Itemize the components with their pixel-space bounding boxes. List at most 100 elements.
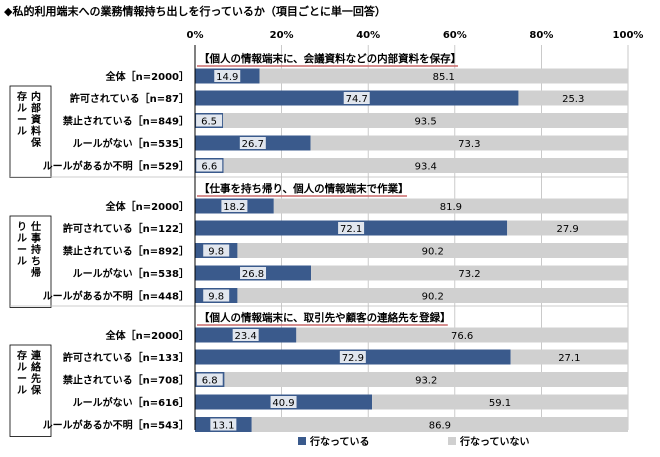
row-label: ルールがない［n=535］: [73, 137, 189, 150]
group-label-char: 料: [31, 125, 41, 138]
group-label-char: 持: [31, 243, 41, 256]
bar-not-doing: [251, 417, 628, 432]
group-label-char: ル: [17, 257, 27, 268]
value-label-bg: [203, 289, 230, 302]
group-label-char: 保: [30, 136, 42, 149]
value-label-doing: 9.8: [208, 247, 224, 258]
row-label: 全体［n=2000］: [105, 329, 189, 342]
bar-not-doing: [237, 243, 628, 258]
group-label-char: ル: [17, 127, 27, 138]
value-label-doing: 74.7: [346, 94, 368, 105]
group-label-char: 存: [17, 90, 27, 103]
x-tick-label: 40%: [356, 30, 380, 41]
group-label-char: 資: [31, 113, 41, 126]
value-label-not-doing: 81.9: [440, 202, 462, 213]
group-label-char: ル: [17, 363, 27, 374]
value-label-bg: [196, 373, 223, 386]
group-label-char: 保: [30, 384, 42, 397]
legend-swatch-doing: [298, 437, 306, 445]
chart-title: ◆私的利用端末への業務情報持ち出しを行っているか（項目ごとに単一回答）: [4, 5, 386, 18]
x-tick-label: 100%: [613, 30, 644, 41]
value-label-doing: 9.8: [208, 292, 224, 303]
value-label-doing: 72.9: [342, 353, 364, 364]
legend-label-doing: 行なっている: [309, 435, 370, 448]
value-label-doing: 14.9: [216, 72, 238, 83]
legend-label-not-doing: 行なっていない: [459, 435, 530, 448]
value-label-doing: 6.6: [201, 162, 217, 173]
group-bracket: [9, 215, 52, 308]
value-label-bg: [203, 244, 230, 257]
group-label-char: 部: [31, 102, 41, 115]
bar-not-doing: [259, 68, 628, 84]
row-label: ルールがあるか不明［n=529］: [43, 160, 189, 173]
row-label: 全体［n=2000］: [105, 70, 189, 83]
row-label: 禁止されている［n=892］: [62, 245, 189, 258]
value-label-doing: 72.1: [340, 224, 362, 235]
value-label-not-doing: 85.1: [433, 72, 455, 83]
value-label-bg: [232, 329, 259, 341]
value-label-bg: [338, 222, 365, 234]
value-label-bg: [221, 200, 248, 212]
bar-not-doing: [510, 349, 628, 365]
bar-not-doing: [372, 394, 628, 410]
group-label-char: 絡: [31, 361, 42, 374]
value-label-doing: 18.2: [223, 202, 245, 213]
group-label-char: り: [17, 221, 27, 233]
section-heading: 【仕事を持ち帰り、個人の情報端末で作業】: [199, 182, 409, 195]
row-label: 許可されている［n=122］: [63, 222, 189, 235]
value-label-doing: 13.1: [212, 421, 234, 432]
value-label-not-doing: 73.3: [458, 139, 480, 150]
legend-swatch-not-doing: [448, 437, 456, 445]
value-label-bg: [343, 92, 370, 104]
group-label-char: 帰: [31, 266, 41, 279]
value-label-not-doing: 93.2: [415, 376, 437, 387]
row-label: 許可されている［n=133］: [63, 351, 189, 364]
bar-not-doing: [273, 198, 628, 214]
value-label-doing: 6.5: [201, 117, 217, 128]
group-bracket: [9, 85, 52, 178]
group-label-char: ち: [31, 256, 41, 268]
bar-not-doing: [223, 113, 628, 128]
row-label: 全体［n=2000］: [105, 200, 189, 213]
value-label-bg: [196, 159, 223, 172]
section-heading: 【個人の情報端末に、会議資料などの内部資料を保存】: [199, 52, 461, 65]
value-label-not-doing: 90.2: [422, 247, 444, 258]
row-label: 禁止されている［n=708］: [62, 374, 189, 387]
value-label-not-doing: 90.2: [422, 292, 444, 303]
value-label-bg: [196, 114, 223, 127]
value-label-bg: [270, 396, 297, 408]
x-tick-label: 60%: [443, 30, 467, 41]
value-label-not-doing: 93.4: [415, 162, 437, 173]
group-label-char: ー: [17, 115, 27, 126]
bar-not-doing: [518, 90, 628, 106]
bar-not-doing: [223, 158, 628, 173]
group-label-char: 存: [17, 349, 27, 362]
group-label-char: ル: [17, 234, 27, 245]
value-label-doing: 6.8: [202, 376, 218, 387]
row-label: ルールがない［n=616］: [73, 396, 189, 409]
group-label-char: ル: [17, 386, 27, 397]
group-bracket: [9, 344, 52, 437]
value-label-not-doing: 25.3: [562, 94, 584, 105]
value-label-bg: [210, 418, 237, 431]
row-label: ルールがあるか不明［n=543］: [43, 419, 189, 432]
value-label-doing: 23.4: [235, 331, 257, 342]
bar-not-doing: [311, 265, 628, 281]
group-label-char: ル: [17, 104, 27, 115]
x-tick-label: 20%: [270, 30, 294, 41]
row-label: 禁止されている［n=849］: [62, 115, 189, 128]
bar-not-doing: [507, 220, 628, 236]
x-tick-label: 80%: [529, 30, 553, 41]
value-label-not-doing: 27.1: [558, 353, 580, 364]
bar-not-doing: [237, 288, 628, 303]
bar-not-doing: [296, 327, 628, 343]
value-label-bg: [339, 351, 366, 363]
value-label-bg: [214, 70, 241, 82]
value-label-not-doing: 59.1: [489, 398, 511, 409]
group-label-char: ー: [17, 245, 27, 256]
value-label-bg: [239, 137, 266, 149]
value-label-not-doing: 73.2: [458, 269, 480, 280]
group-label-char: 内: [31, 90, 41, 103]
bar-not-doing: [224, 372, 628, 387]
